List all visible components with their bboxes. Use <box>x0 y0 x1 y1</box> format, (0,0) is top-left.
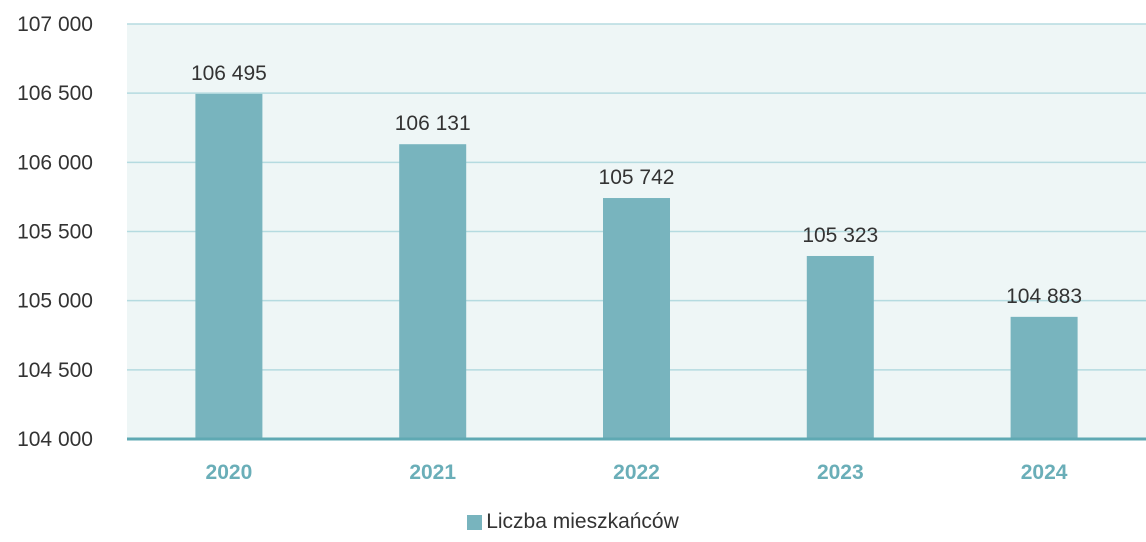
x-tick-label: 2024 <box>1021 461 1068 484</box>
data-label: 106 495 <box>191 62 267 85</box>
legend-label: Liczba mieszkańców <box>486 510 679 533</box>
x-tick-label: 2020 <box>206 461 253 484</box>
bar <box>399 144 467 439</box>
y-tick-label: 106 000 <box>17 151 93 174</box>
legend: Liczba mieszkańców <box>0 510 1146 534</box>
bar <box>603 198 670 439</box>
bar <box>1010 316 1078 439</box>
x-tick-label: 2021 <box>409 461 456 484</box>
data-label: 106 131 <box>395 112 471 135</box>
y-tick-label: 104 000 <box>17 428 93 451</box>
y-tick-label: 106 500 <box>17 82 93 105</box>
bar <box>195 93 263 439</box>
data-label: 104 883 <box>1006 285 1082 308</box>
x-tick-label: 2023 <box>817 461 864 484</box>
y-tick-label: 105 500 <box>17 221 93 244</box>
legend-swatch <box>467 514 483 530</box>
bar <box>806 255 874 439</box>
y-tick-label: 107 000 <box>17 13 93 36</box>
data-label: 105 742 <box>599 166 675 189</box>
x-tick-label: 2022 <box>613 461 660 484</box>
y-tick-label: 105 000 <box>17 290 93 313</box>
data-label: 105 323 <box>802 224 878 247</box>
y-tick-label: 104 500 <box>17 359 93 382</box>
